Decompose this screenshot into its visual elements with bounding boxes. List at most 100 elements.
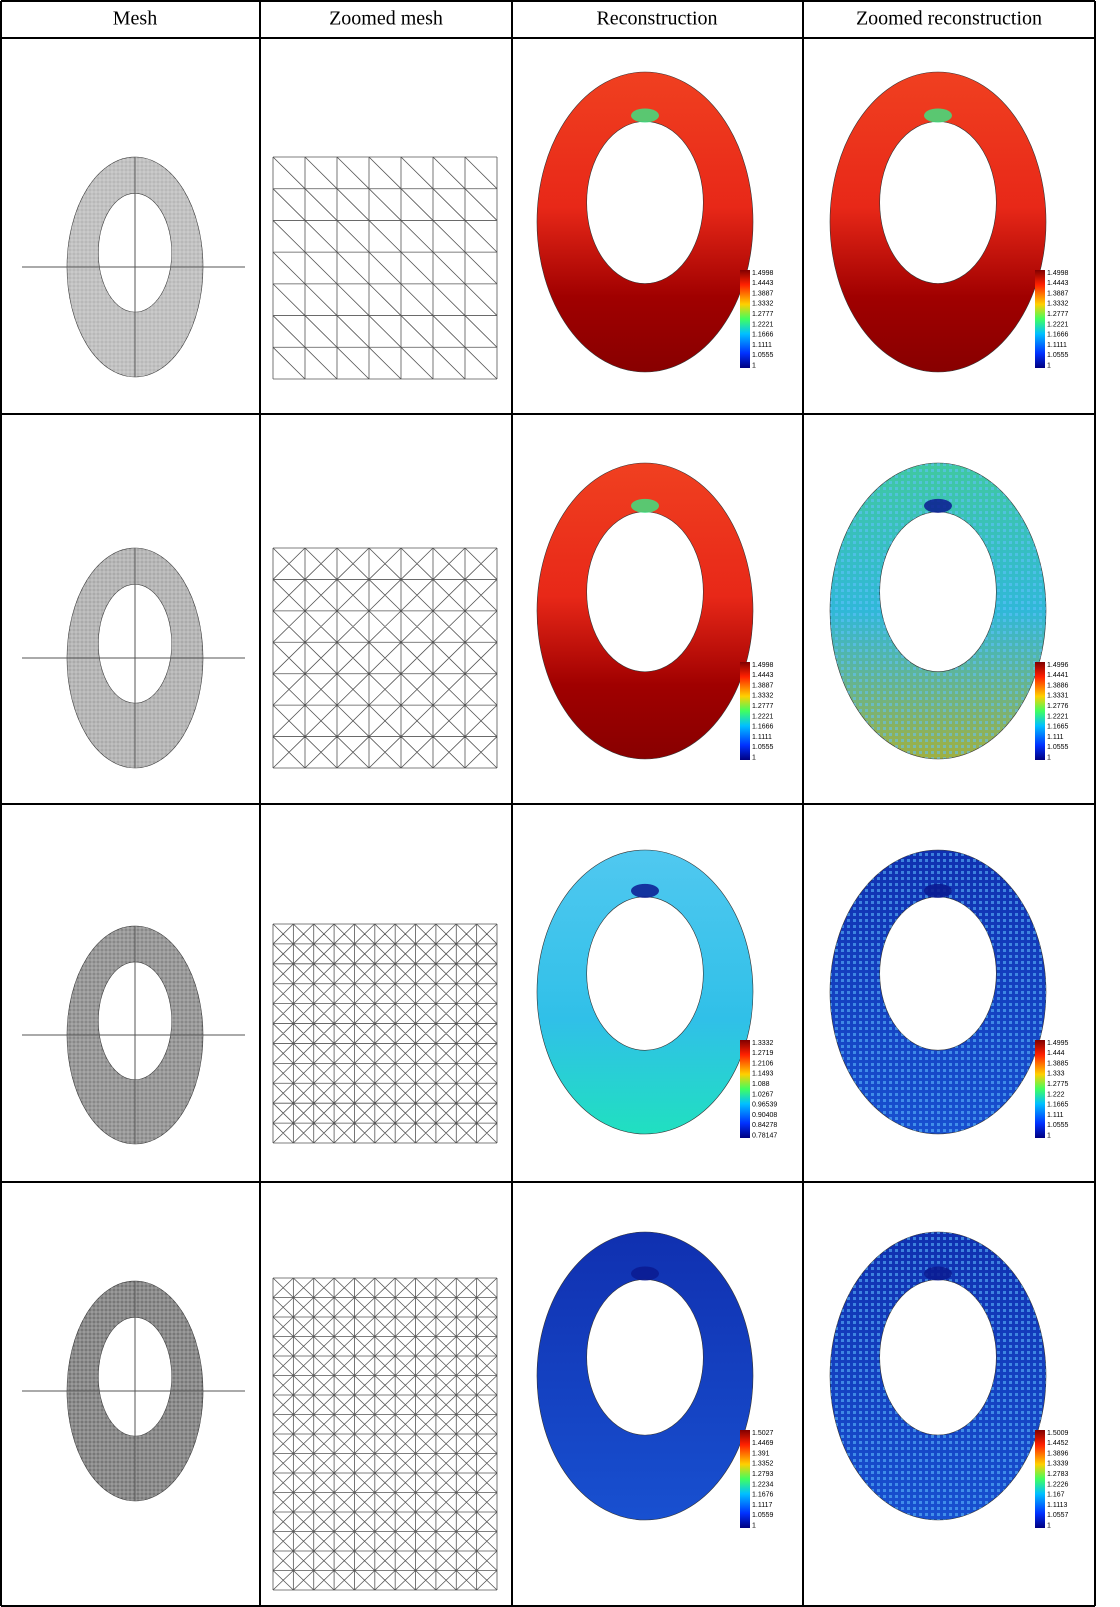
ring-texture <box>67 926 203 1144</box>
colorbar-label: 1.4998 <box>1047 270 1069 277</box>
colorbar-label: 1.2221 <box>752 321 774 328</box>
column-header: Zoomed reconstruction <box>856 8 1042 30</box>
colorbar-label: 1.2776 <box>1047 703 1069 710</box>
colorbar-label: 1.4996 <box>1047 662 1069 669</box>
colorbar-label: 1.0555 <box>1047 744 1069 751</box>
colorbar-label: 1 <box>1047 755 1051 762</box>
colorbar-label: 1 <box>752 363 756 370</box>
hotspot <box>631 883 659 898</box>
colorbar-label: 1.3332 <box>752 1040 774 1047</box>
colorbar-label: 1.2226 <box>1047 1481 1069 1488</box>
colorbar-label: 1.2783 <box>1047 1471 1069 1478</box>
hotspot <box>631 498 659 513</box>
colorbar <box>1035 662 1045 760</box>
colorbar-label: 1.4443 <box>1047 280 1069 287</box>
colorbar-label: 0.96539 <box>752 1102 777 1109</box>
colorbar-label: 1.4469 <box>752 1440 774 1447</box>
ring-texture <box>830 1232 1046 1520</box>
colorbar-label: 1.2793 <box>752 1471 774 1478</box>
colorbar-label: 1.1665 <box>1047 724 1069 731</box>
colorbar-label: 1.3887 <box>1047 290 1069 297</box>
colorbar-label: 1.5027 <box>752 1430 774 1437</box>
colorbar-label: 1.4452 <box>1047 1440 1069 1447</box>
colorbar-label: 1 <box>1047 1523 1051 1530</box>
colorbar <box>740 1430 750 1528</box>
colorbar-label: 1.3332 <box>1047 301 1069 308</box>
colorbar-label: 1.4443 <box>752 672 774 679</box>
colorbar-label: 1.1113 <box>1047 1502 1067 1509</box>
colorbar <box>1035 1430 1045 1528</box>
colorbar-label: 1.1493 <box>752 1071 774 1078</box>
colorbar-label: 1.3886 <box>1047 682 1069 689</box>
hotspot <box>924 1266 952 1281</box>
colorbar <box>740 270 750 368</box>
colorbar <box>740 1040 750 1138</box>
colorbar-label: 1.2106 <box>752 1060 774 1067</box>
colorbar-label: 0.78147 <box>752 1133 777 1140</box>
colorbar-label: 1.4995 <box>1047 1040 1069 1047</box>
colorbar-label: 1.4441 <box>1047 672 1069 679</box>
colorbar-label: 1.0555 <box>752 744 774 751</box>
colorbar-label: 1 <box>752 1523 756 1530</box>
colorbar-label: 1.2719 <box>752 1050 774 1057</box>
colorbar <box>1035 1040 1045 1138</box>
colorbar-label: 1.1666 <box>752 724 774 731</box>
colorbar-label: 1.4443 <box>752 280 774 287</box>
colorbar-label: 1.0555 <box>752 352 774 359</box>
ring-texture <box>67 548 203 768</box>
colorbar-label: 1.1665 <box>1047 1102 1069 1109</box>
column-header: Reconstruction <box>596 8 717 30</box>
colorbar-label: 1.4998 <box>752 662 774 669</box>
colorbar-label: 1.2234 <box>752 1481 774 1488</box>
colorbar-label: 1.1666 <box>752 332 774 339</box>
column-header: Zoomed mesh <box>329 8 443 30</box>
ring-shape <box>536 1231 754 1521</box>
colorbar-label: 1.2221 <box>1047 321 1069 328</box>
colorbar-label: 1.2777 <box>752 311 774 318</box>
colorbar-label: 1.0555 <box>1047 352 1069 359</box>
colorbar-label: 1.3339 <box>1047 1461 1069 1468</box>
colorbar-label: 1.1111 <box>752 342 772 349</box>
colorbar-label: 1.222 <box>1047 1091 1065 1098</box>
colorbar-label: 1.088 <box>752 1081 770 1088</box>
colorbar-label: 1.167 <box>1047 1492 1065 1499</box>
colorbar-label: 1.2775 <box>1047 1081 1069 1088</box>
hotspot <box>924 498 952 513</box>
colorbar-label: 1.4998 <box>752 270 774 277</box>
hotspot <box>631 108 659 123</box>
ring-shape <box>536 849 754 1135</box>
colorbar-label: 1.0559 <box>752 1512 774 1519</box>
table-borders <box>0 0 1096 1607</box>
colorbar-label: 1 <box>1047 1133 1051 1140</box>
colorbar-label: 1.111 <box>1047 734 1064 741</box>
colorbar-label: 1.1111 <box>752 734 772 741</box>
colorbar-label: 1.0267 <box>752 1091 774 1098</box>
colorbar-label: 1.3331 <box>1047 693 1069 700</box>
colorbar-label: 1.3885 <box>1047 1060 1069 1067</box>
colorbar-label: 1.0557 <box>1047 1512 1069 1519</box>
colorbar-label: 1.444 <box>1047 1050 1065 1057</box>
colorbar-label: 1.2777 <box>1047 311 1069 318</box>
colorbar-label: 1.0555 <box>1047 1122 1069 1129</box>
colorbar-label: 1.3896 <box>1047 1450 1069 1457</box>
colorbar-label: 1.3352 <box>752 1461 774 1468</box>
colorbar-label: 1.333 <box>1047 1071 1065 1078</box>
colorbar-label: 1.1666 <box>1047 332 1069 339</box>
zoomed-mesh <box>272 923 498 1144</box>
colorbar-label: 1.3887 <box>752 290 774 297</box>
colorbar-label: 0.90408 <box>752 1112 777 1119</box>
ring-texture <box>830 463 1046 759</box>
colorbar-label: 1.3332 <box>752 693 774 700</box>
ring-shape <box>536 71 754 373</box>
zoomed-mesh <box>272 1277 498 1591</box>
colorbar-label: 1.3332 <box>752 301 774 308</box>
column-header: Mesh <box>113 8 157 30</box>
colorbar-label: 1.2777 <box>752 703 774 710</box>
hotspot <box>631 1266 659 1281</box>
colorbar-label: 1.111 <box>1047 1112 1064 1119</box>
hotspot <box>924 108 952 123</box>
colorbar-label: 1.2221 <box>752 713 774 720</box>
colorbar <box>1035 270 1045 368</box>
